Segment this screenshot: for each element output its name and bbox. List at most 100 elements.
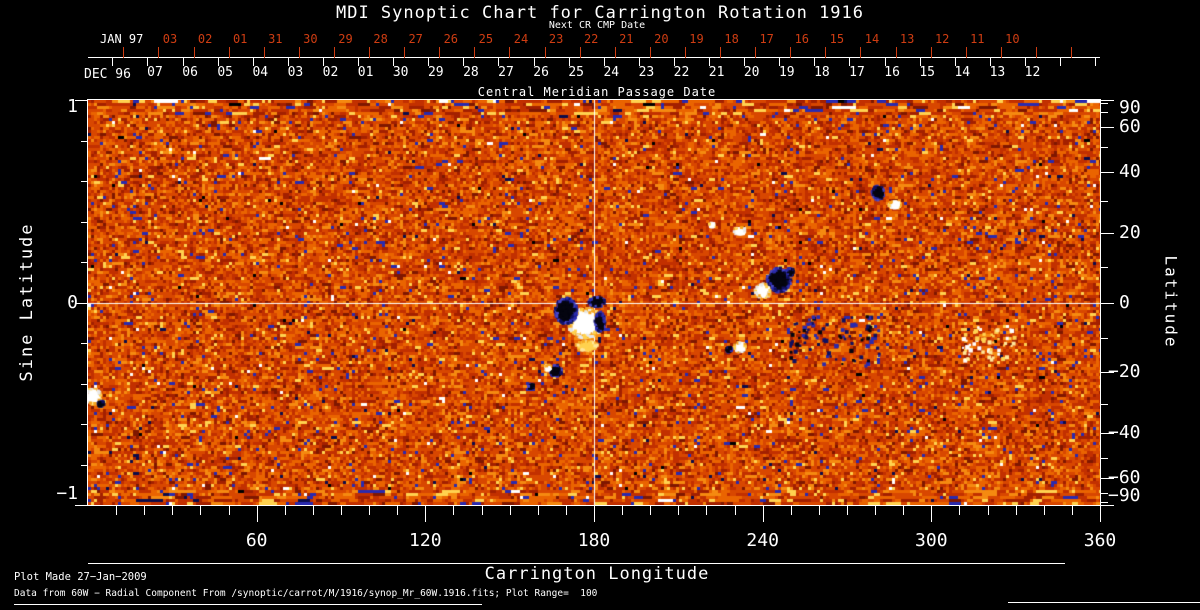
longitude-label: 120 [409,530,442,551]
cmp-axis-tick [322,58,324,66]
cmp-axis-tick [884,58,886,66]
longitude-tick [678,506,680,515]
next-cr-tick [579,47,581,58]
sine-latitude-tick [81,140,88,142]
next-cr-day-label: 16 [794,32,810,46]
cmp-day-label: 07 [147,65,163,80]
latitude-label: 40 [1119,161,1141,183]
longitude-tick [650,506,652,515]
next-cr-day-label: 18 [724,32,739,46]
latitude-tick [1101,477,1114,479]
longitude-tick [706,506,708,515]
longitude-tick [594,506,595,522]
sine-latitude-tick [81,424,88,425]
next-cr-tick [614,47,616,58]
next-cr-day-label: 22 [583,32,599,46]
sine-latitude-label: 1 [67,96,78,117]
latitude-tick [1101,100,1114,101]
cmp-axis-tick [568,58,570,66]
next-cr-tick [720,47,721,58]
longitude-tick [790,506,792,515]
cmp-day-label: 12 [1024,65,1041,80]
next-cr-day-label: 24 [513,32,529,46]
next-cr-tick [825,47,827,58]
cmp-axis-tick [954,58,956,66]
cmp-day-label: 21 [708,65,725,80]
longitude-tick [172,506,174,515]
cmp-axis-tick [638,58,640,66]
next-cr-tick [895,47,897,58]
next-cr-day-label: 29 [338,32,353,46]
y-axis-left-title: Sine Latitude [17,222,37,382]
longitude-tick [144,506,146,515]
cmp-day-label: 20 [743,65,760,80]
next-cr-day-label: 30 [303,32,318,46]
sine-latitude-tick [81,383,88,385]
cmp-day-label: 13 [989,65,1006,80]
sine-latitude-tick [81,221,88,223]
cmp-axis-tick [252,58,254,66]
cmp-axis-title: Central Meridian Passage Date [477,85,717,99]
longitude-tick [509,506,511,515]
cmp-axis-tick [779,58,781,66]
lower-divider-line [88,563,1065,564]
longitude-label: 240 [746,530,779,551]
next-cr-day-label: 13 [899,32,915,46]
next-cr-tick [790,47,792,58]
latitude-tick [1101,147,1108,149]
cmp-axis-tick [147,58,149,66]
latitude-tick [1101,457,1108,459]
cmp-day-label: 22 [673,65,690,80]
cmp-axis-tick [358,58,359,66]
plot-border [87,99,1101,506]
longitude-label: 60 [245,530,268,551]
next-cr-day-label: 03 [162,32,178,46]
longitude-tick [284,506,286,515]
latitude-tick [1101,127,1114,129]
cmp-day-label: 01 [357,65,374,80]
next-cr-tick [263,47,265,58]
longitude-tick [425,506,427,522]
cmp-day-label: 03 [287,65,304,80]
y-axis-right-title: Latitude [1161,255,1181,349]
cmp-axis-tick [814,58,816,66]
next-cr-day-label: 01 [232,32,248,46]
magnetogram-canvas [88,100,1100,505]
next-cr-day-label: 27 [408,32,423,46]
latitude-tick [1101,403,1108,405]
next-cr-day-label: 10 [1005,32,1020,46]
cmp-day-label: 29 [427,65,444,80]
data-source-note: Data from 60W − Radial Component From /s… [14,588,598,599]
sine-latitude-tick [81,464,88,466]
latitude-tick [1101,337,1108,339]
longitude-tick [1015,506,1017,515]
cmp-day-label: 18 [814,65,830,80]
next-cr-tick [1000,47,1002,58]
longitude-tick [762,506,764,522]
cmp-axis-tick [744,58,746,66]
next-cr-day-label: 14 [864,32,880,46]
longitude-tick [1100,506,1101,522]
sine-latitude-label: 0 [67,291,78,313]
longitude-label: 180 [577,530,611,551]
longitude-tick [987,506,989,515]
sine-latitude-tick [75,505,88,506]
next-cr-tick [333,47,335,58]
longitude-tick [312,506,314,515]
longitude-tick [200,506,202,515]
cmp-axis-tick [287,58,289,66]
cmp-axis-tick [533,58,535,66]
cmp-axis-month-label: DEC 96 [84,67,131,82]
cmp-day-label: 16 [884,65,900,80]
latitude-label: −20 [1108,360,1141,382]
next-cr-tick [965,47,967,58]
cmp-axis-tick [919,58,921,66]
chart-title: MDI Synoptic Chart for Carrington Rotati… [335,3,865,23]
cmp-day-label: 24 [603,65,620,80]
longitude-tick [1071,506,1073,515]
next-cr-day-label: 26 [443,32,459,46]
longitude-tick [875,506,877,515]
latitude-tick [1101,172,1114,174]
longitude-tick [116,506,118,515]
